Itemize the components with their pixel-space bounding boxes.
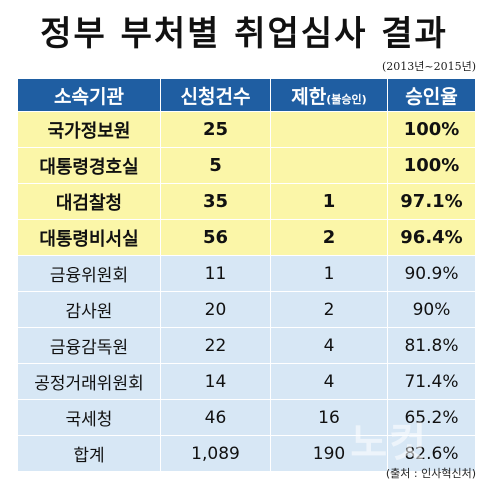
table-row: 감사원 20 2 90% (14, 291, 476, 328)
cell-restricted (270, 147, 388, 184)
total-row: 합계 1,089 190 82.6% (14, 435, 476, 472)
cell-applications: 1,089 (160, 435, 271, 472)
cell-restricted: 190 (270, 435, 388, 472)
cell-applications: 11 (160, 255, 271, 292)
source-note: (출처 : 인사혁신처) (385, 467, 476, 480)
cell-restricted: 4 (270, 327, 388, 364)
header-approval-rate: 승인율 (387, 78, 476, 112)
cell-approval-rate: 71.4% (387, 363, 476, 400)
table-row: 금융위원회 11 1 90.9% (14, 255, 476, 292)
cell-approval-rate: 100% (387, 111, 476, 148)
cell-applications: 25 (160, 111, 271, 148)
cell-applications: 5 (160, 147, 271, 184)
table-row: 국세청 46 16 65.2% (14, 399, 476, 436)
cell-agency: 합계 (17, 435, 161, 472)
table-row: 대검찰청 35 1 97.1% (14, 183, 476, 220)
header-applications: 신청건수 (160, 78, 271, 112)
cell-agency: 국가정보원 (17, 111, 161, 148)
cell-restricted (270, 111, 388, 148)
header-restricted-main: 제한 (291, 85, 327, 108)
cell-restricted: 2 (270, 291, 388, 328)
cell-applications: 14 (160, 363, 271, 400)
period-label: (2013년~2015년) (381, 60, 476, 73)
results-table: 소속기관 신청건수 제한(불승인) 승인율 국가정보원 25 100% 대통령경… (14, 78, 476, 472)
cell-restricted: 4 (270, 363, 388, 400)
cell-approval-rate: 90.9% (387, 255, 476, 292)
cell-agency: 대검찰청 (17, 183, 161, 220)
header-restricted-sub: (불승인) (326, 92, 367, 106)
cell-approval-rate: 96.4% (387, 219, 476, 256)
cell-applications: 46 (160, 399, 271, 436)
table-row: 공정거래위원회 14 4 71.4% (14, 363, 476, 400)
cell-approval-rate: 97.1% (387, 183, 476, 220)
cell-approval-rate: 81.8% (387, 327, 476, 364)
header-restricted: 제한(불승인) (270, 78, 388, 112)
cell-restricted: 2 (270, 219, 388, 256)
cell-approval-rate: 65.2% (387, 399, 476, 436)
header-row: 소속기관 신청건수 제한(불승인) 승인율 (14, 78, 476, 112)
watermark-logo: 노컷 (350, 419, 428, 466)
cell-approval-rate: 100% (387, 147, 476, 184)
cell-approval-rate: 82.6% (387, 435, 476, 472)
cell-agency: 금융위원회 (17, 255, 161, 292)
cell-agency: 감사원 (17, 291, 161, 328)
header-agency: 소속기관 (17, 78, 161, 112)
table-row: 금융감독원 22 4 81.8% (14, 327, 476, 364)
table-row: 국가정보원 25 100% (14, 111, 476, 148)
cell-applications: 35 (160, 183, 271, 220)
cell-restricted: 16 (270, 399, 388, 436)
cell-agency: 국세청 (17, 399, 161, 436)
chart-title: 정부 부처별 취업심사 결과 (40, 14, 448, 54)
cell-agency: 금융감독원 (17, 327, 161, 364)
cell-agency: 공정거래위원회 (17, 363, 161, 400)
cell-agency: 대통령경호실 (17, 147, 161, 184)
cell-applications: 20 (160, 291, 271, 328)
table-row: 대통령비서실 56 2 96.4% (14, 219, 476, 256)
cell-applications: 56 (160, 219, 271, 256)
cell-restricted: 1 (270, 183, 388, 220)
cell-restricted: 1 (270, 255, 388, 292)
table-row: 대통령경호실 5 100% (14, 147, 476, 184)
cell-approval-rate: 90% (387, 291, 476, 328)
cell-applications: 22 (160, 327, 271, 364)
cell-agency: 대통령비서실 (17, 219, 161, 256)
